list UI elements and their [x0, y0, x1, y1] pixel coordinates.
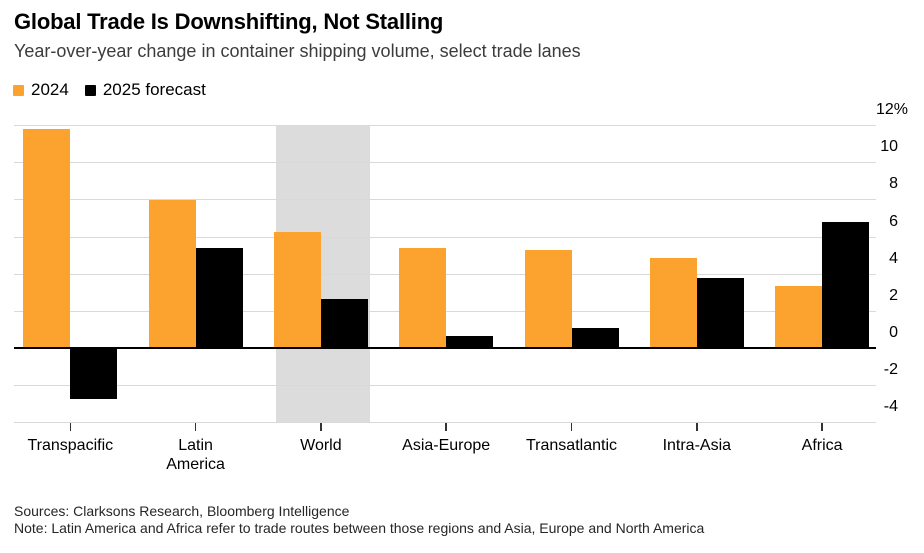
legend-swatch-icon — [84, 85, 96, 96]
gridline — [14, 422, 876, 424]
x-tick — [570, 423, 573, 432]
legend-item-2024: 2024 — [13, 80, 69, 100]
y-axis-label: 8 — [889, 175, 898, 193]
x-category-label: Latin America — [166, 437, 225, 473]
bar-2024 — [775, 285, 823, 347]
y-axis-label: 4 — [889, 249, 898, 267]
bar-2025-forecast — [320, 298, 368, 347]
gridline — [14, 162, 876, 164]
x-category-label: Transpacific — [27, 437, 114, 454]
legend-label: 2024 — [31, 80, 69, 99]
x-tick — [69, 423, 72, 432]
y-axis-label: 2 — [889, 286, 898, 304]
note-line: Note: Latin America and Africa refer to … — [14, 520, 705, 536]
x-tick — [696, 423, 698, 432]
chart-subtitle: Year-over-year change in container shipp… — [14, 41, 581, 61]
x-tick — [320, 423, 322, 432]
gridline — [14, 125, 876, 126]
legend-swatch-icon — [13, 85, 24, 96]
bar-2024 — [148, 200, 196, 347]
y-axis-label: 10 — [880, 138, 898, 156]
x-category-label: Transatlantic — [526, 437, 617, 454]
x-tick — [445, 423, 447, 432]
legend-label: 2025 forecast — [102, 80, 206, 99]
zero-axis-line — [14, 346, 876, 350]
x-category-label: Africa — [801, 437, 843, 454]
chart-title: Global Trade Is Downshifting, Not Stalli… — [14, 9, 444, 34]
y-axis-label: 6 — [889, 212, 898, 230]
gridline — [14, 199, 876, 201]
bar-2025-forecast — [70, 349, 118, 400]
bar-2025-forecast — [571, 328, 619, 347]
bar-2024 — [399, 248, 447, 347]
bar-2025-forecast — [822, 222, 870, 347]
legend: 2024 2025 forecast — [13, 80, 206, 100]
y-axis-label: -2 — [883, 361, 898, 379]
bar-2024 — [524, 250, 572, 347]
bar-2025-forecast — [195, 248, 243, 347]
bar-2025-forecast — [446, 335, 494, 347]
y-axis-label: -4 — [883, 398, 898, 416]
bar-2025-forecast — [696, 278, 744, 347]
x-category-label: Asia-Europe — [402, 437, 491, 454]
bar-2024 — [273, 231, 321, 347]
x-tick — [194, 423, 197, 432]
sources-line: Sources: Clarksons Research, Bloomberg I… — [14, 503, 350, 519]
gridline — [14, 236, 876, 238]
legend-item-2025-forecast: 2025 forecast — [84, 80, 206, 100]
bar-2024 — [649, 257, 697, 347]
x-category-label: World — [300, 437, 342, 454]
x-tick — [821, 423, 823, 432]
x-category-label: Intra-Asia — [662, 437, 732, 454]
bar-2024 — [23, 129, 71, 347]
y-axis-label: 12% — [875, 101, 908, 118]
gridline — [14, 385, 876, 387]
y-axis-label: 0 — [889, 324, 898, 342]
